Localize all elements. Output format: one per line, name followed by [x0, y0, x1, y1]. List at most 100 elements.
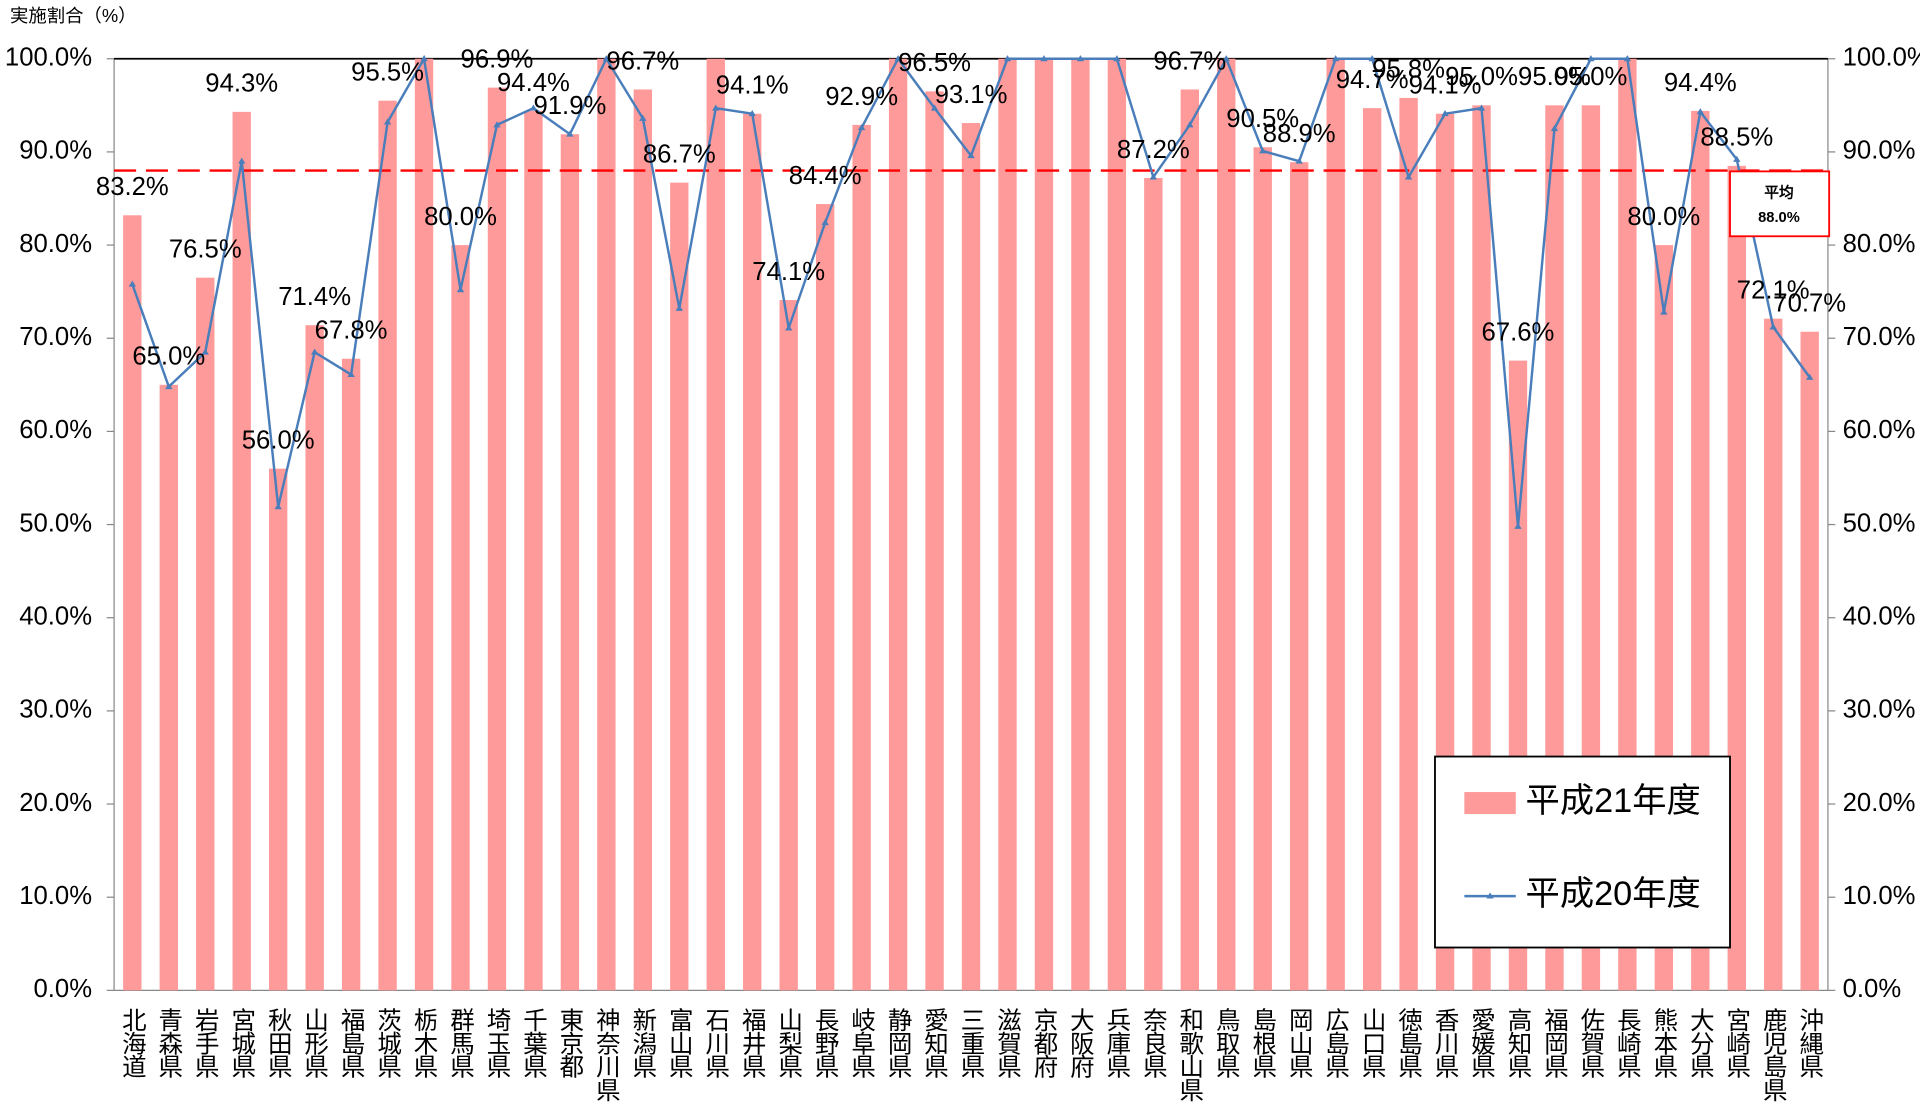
x-tick-label: 島根県 [1249, 1007, 1276, 1079]
y2-tick-label: 10.0% [1843, 882, 1916, 910]
y-tick-label: 50.0% [19, 509, 92, 537]
line-marker [1733, 155, 1741, 162]
line-marker [1259, 147, 1267, 154]
bar [1399, 97, 1418, 991]
bar [961, 123, 981, 991]
x-tick-label: 長崎県 [1614, 1007, 1641, 1078]
line-marker [1040, 55, 1048, 62]
x-tick-label: 鳥取県 [1213, 1007, 1240, 1079]
bar [1362, 108, 1382, 991]
data-label: 80.0% [1627, 203, 1700, 231]
line-marker [1186, 121, 1194, 128]
line-marker [529, 104, 538, 111]
y2-tick-label: 20.0% [1843, 789, 1916, 817]
bar [1326, 58, 1345, 991]
data-label: 92.9% [825, 83, 898, 111]
data-label: 96.7% [1153, 47, 1226, 75]
line-marker [1441, 110, 1449, 117]
line-marker [675, 304, 683, 311]
data-label: 86.7% [643, 141, 716, 169]
x-tick-label: 山梨県 [775, 1007, 802, 1079]
data-label: 88.9% [1263, 120, 1336, 148]
y-tick-label: 90.0% [19, 137, 92, 165]
data-label: 95.5% [351, 59, 424, 87]
y-axis-title: 実施割合（%） [10, 5, 136, 26]
x-tick-label: 神奈川県 [593, 1007, 620, 1102]
data-label: 65.0% [132, 343, 205, 371]
y-tick-label: 80.0% [19, 230, 92, 258]
bar [597, 58, 616, 991]
x-tick-label: 岡山県 [1286, 1007, 1313, 1078]
x-tick-label: 京都府 [1030, 1007, 1057, 1079]
legend-box [1434, 755, 1731, 949]
x-tick-label: 福岡県 [1541, 1007, 1568, 1079]
bar [414, 58, 434, 991]
line-marker [1696, 108, 1704, 115]
x-tick-label: 滋賀県 [994, 1007, 1021, 1079]
y2-tick-label: 50.0% [1843, 509, 1916, 537]
bar [1764, 318, 1783, 991]
x-tick-label: 福島県 [338, 1007, 365, 1079]
data-label: 88.5% [1700, 124, 1773, 152]
line-marker [894, 55, 902, 62]
legend-label: 平成20年度 [1526, 875, 1701, 913]
line-marker [1660, 308, 1668, 315]
legend-label: 平成21年度 [1526, 782, 1701, 820]
x-tick-label: 福井県 [739, 1007, 766, 1079]
line-marker [1113, 55, 1121, 62]
data-label: 94.4% [1664, 69, 1737, 97]
line-marker [310, 348, 319, 355]
x-tick-label: 徳島県 [1395, 1007, 1422, 1079]
y-tick-label: 20.0% [19, 789, 92, 817]
bar [670, 182, 689, 991]
x-tick-label: 山口県 [1359, 1007, 1386, 1079]
y-tick-label: 10.0% [19, 882, 92, 910]
data-label: 94.3% [205, 70, 278, 98]
y2-tick-label: 60.0% [1843, 416, 1916, 444]
line-marker [1477, 104, 1486, 111]
x-tick-label: 北海道 [119, 1007, 146, 1077]
data-label: 94.4% [497, 69, 570, 97]
bar [888, 58, 908, 991]
line-marker [1368, 55, 1376, 62]
x-tick-label: 埼玉県 [483, 1007, 510, 1079]
average-value: 88.0% [1758, 210, 1800, 226]
data-label: 67.6% [1482, 318, 1555, 346]
y-tick-label: 70.0% [19, 323, 92, 351]
x-tick-label: 宮崎県 [1723, 1007, 1750, 1079]
bar [487, 87, 507, 991]
data-label: 80.0% [424, 203, 497, 231]
line-marker [1149, 173, 1158, 180]
bar [1180, 89, 1199, 991]
line-marker [566, 130, 574, 137]
bar [852, 124, 871, 991]
line-marker [347, 370, 355, 378]
line-marker [493, 121, 501, 128]
line-marker [274, 503, 282, 510]
bar [1107, 58, 1127, 991]
y-tick-label: 40.0% [19, 603, 92, 631]
line-marker [930, 104, 939, 111]
data-label: 70.7% [1773, 290, 1846, 318]
line-marker [1550, 124, 1559, 132]
data-label: 72.1% [1737, 277, 1810, 305]
data-label: 94.1% [1409, 72, 1482, 100]
x-tick-label: 石川県 [702, 1007, 729, 1078]
x-tick-label: 和歌山県 [1176, 1007, 1203, 1102]
y-tick-label: 30.0% [19, 696, 92, 724]
y2-tick-label: 40.0% [1843, 603, 1916, 631]
bar [269, 468, 288, 991]
x-tick-label: 秋田県 [265, 1007, 292, 1079]
data-label: 71.4% [278, 283, 351, 311]
bar [925, 91, 944, 991]
bar [159, 384, 178, 991]
legend-swatch [1464, 792, 1516, 815]
x-tick-label: 香川県 [1432, 1007, 1459, 1079]
data-label: 84.4% [789, 162, 862, 190]
line-marker [1587, 55, 1595, 62]
bar [524, 110, 543, 991]
line-marker [1806, 373, 1814, 380]
x-tick-label: 岩手県 [192, 1007, 219, 1079]
line-marker [639, 114, 647, 121]
